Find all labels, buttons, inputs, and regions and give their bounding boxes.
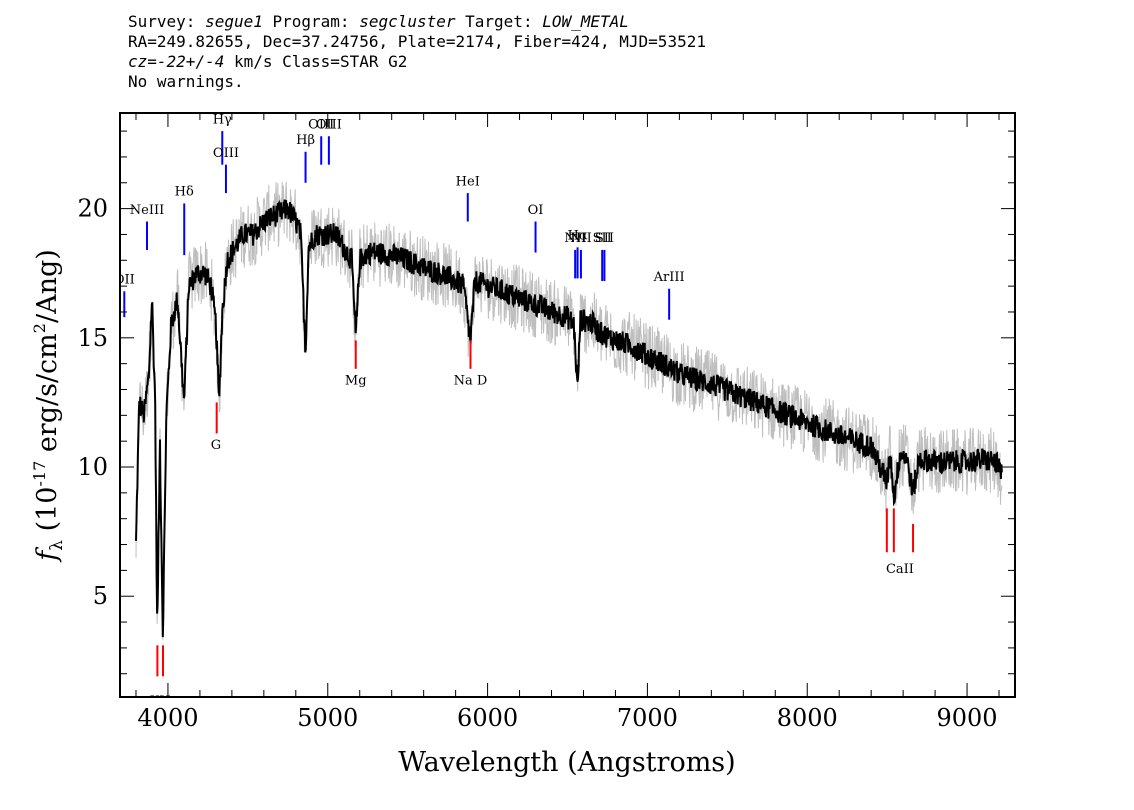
emission-line-label: OIII: [213, 146, 239, 161]
emission-line-label: OIII: [316, 118, 342, 133]
emission-line-label: NII: [564, 231, 586, 246]
emission-line-label: NeIII: [130, 203, 164, 218]
program-label: Program:: [262, 12, 360, 31]
spectrum-series: [135, 199, 1003, 638]
y-axis-part3: /Ang): [32, 249, 63, 323]
absorption-line-label: KH: [150, 694, 171, 709]
emission-line-label: ArIII: [653, 270, 685, 285]
absorption-line-label: Na D: [454, 373, 488, 388]
plot-frame: [119, 112, 1016, 698]
survey-label: Survey:: [128, 12, 206, 31]
x-tick-label: 6000: [457, 704, 518, 732]
y-tick-label: 5: [93, 582, 108, 610]
spectrum-header: Survey: segue1 Program: segcluster Targe…: [128, 12, 706, 92]
x-tick-label: 8000: [777, 704, 838, 732]
x-tick-label: 4000: [137, 704, 198, 732]
cz-equals: =: [147, 52, 157, 71]
y-tick-label: 20: [77, 195, 108, 223]
noise-band: [135, 181, 1003, 640]
tick-labels: 4000 5000 6000 7000 8000 9000 5 10 15 20: [77, 195, 997, 732]
emission-line-label: HeI: [456, 174, 480, 189]
emission-line-label: SII: [595, 231, 614, 246]
y-tick-label: 10: [77, 453, 108, 481]
y-axis-square: 2: [30, 323, 49, 333]
emission-line-label: NII: [570, 231, 592, 246]
emission-line-label: Hβ: [296, 133, 315, 148]
y-axis-lambda: λ: [47, 540, 67, 551]
cz-label: cz: [128, 52, 148, 71]
emission-line-label: Hδ: [175, 185, 194, 200]
absorption-line-label: Mg: [345, 373, 367, 388]
header-line-survey: Survey: segue1 Program: segcluster Targe…: [128, 12, 706, 32]
plot-border: [119, 112, 1016, 698]
noise-trace: [135, 181, 1003, 640]
y-axis-part2: erg/s/cm: [32, 333, 63, 461]
header-line-coordinates: RA=249.82655, Dec=37.24756, Plate=2174, …: [128, 32, 706, 51]
program-value: segcluster: [359, 12, 456, 31]
x-tick-label: 7000: [617, 704, 678, 732]
spectrum-line: [135, 199, 1003, 638]
y-axis-part1: (10: [32, 487, 63, 540]
absorption-line-label: CaII: [886, 562, 914, 577]
cz-class: km/s Class=STAR G2: [224, 52, 408, 71]
emission-line-label: OI: [528, 203, 544, 218]
cz-value: -22+/-4: [156, 52, 225, 71]
y-axis-exponent: -17: [30, 461, 49, 487]
emission-line-label: Hα: [568, 229, 588, 244]
survey-value: segue1: [205, 12, 263, 31]
x-tick-label: 5000: [297, 704, 358, 732]
axis-ticks: [120, 113, 1015, 697]
emission-line-label: Hγ: [213, 112, 232, 127]
x-axis-title: Wavelength (Angstroms): [398, 747, 735, 778]
header-line-warnings: No warnings.: [128, 72, 244, 91]
emission-line-label: SII: [593, 231, 612, 246]
x-tick-label: 9000: [937, 704, 998, 732]
emission-line-label: OII: [114, 273, 135, 288]
header-line-redshift: cz=-22+/-4 km/s Class=STAR G2: [128, 52, 706, 72]
target-label: Target:: [455, 12, 543, 31]
target-value: LOW_METAL: [542, 12, 629, 31]
absorption-line-label: G: [211, 438, 221, 453]
y-tick-label: 15: [77, 324, 108, 352]
y-axis-title: fλ (10-17 erg/s/cm2/Ang): [30, 249, 67, 563]
